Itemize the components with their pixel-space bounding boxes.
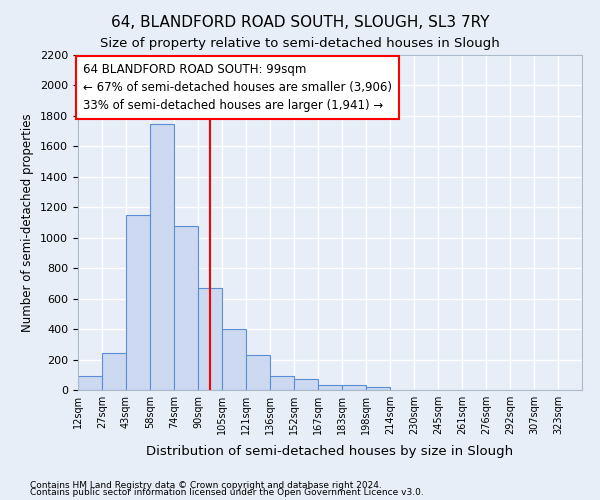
Text: 64 BLANDFORD ROAD SOUTH: 99sqm
← 67% of semi-detached houses are smaller (3,906): 64 BLANDFORD ROAD SOUTH: 99sqm ← 67% of …: [83, 64, 392, 112]
Bar: [174, 226, 198, 390]
Text: 64, BLANDFORD ROAD SOUTH, SLOUGH, SL3 7RY: 64, BLANDFORD ROAD SOUTH, SLOUGH, SL3 7R…: [111, 15, 489, 30]
Bar: [294, 380, 318, 390]
Text: Contains public sector information licensed under the Open Government Licence v3: Contains public sector information licen…: [30, 488, 424, 497]
Bar: [318, 384, 342, 390]
Bar: [198, 288, 222, 390]
Bar: [222, 329, 246, 390]
Bar: [270, 376, 294, 390]
Bar: [366, 387, 390, 390]
Bar: [126, 215, 150, 390]
Bar: [78, 376, 102, 390]
Y-axis label: Number of semi-detached properties: Number of semi-detached properties: [22, 113, 34, 332]
Bar: [150, 124, 174, 390]
Bar: [342, 386, 366, 390]
Bar: [102, 354, 126, 390]
X-axis label: Distribution of semi-detached houses by size in Slough: Distribution of semi-detached houses by …: [146, 446, 514, 458]
Text: Contains HM Land Registry data © Crown copyright and database right 2024.: Contains HM Land Registry data © Crown c…: [30, 480, 382, 490]
Text: Size of property relative to semi-detached houses in Slough: Size of property relative to semi-detach…: [100, 38, 500, 51]
Bar: [246, 355, 270, 390]
